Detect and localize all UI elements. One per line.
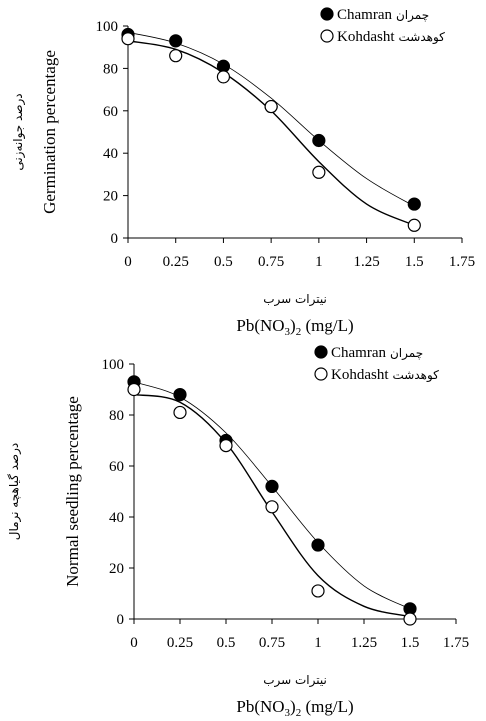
y-axis-label: Germination percentage: [40, 50, 59, 214]
x-tick-label: 0.25: [163, 254, 189, 270]
x-tick-label: 1.25: [351, 635, 377, 651]
x-axis-label-part: 2: [296, 707, 302, 719]
x-axis-label-part: ): [290, 697, 296, 716]
chart-panel-1: 0 20 40 60 80 100 0 0.25 0.5 0.75 1 1.25 1.5 1.75 نیتر…: [11, 7, 475, 338]
data-point-kohdasht: [265, 500, 279, 514]
x-axis-label: Pb(NO3)2 (mg/L): [236, 697, 353, 719]
data-point-kohdasht: [403, 612, 417, 626]
legend-label-fa-chamran: چمران: [390, 346, 423, 361]
data-point-kohdasht: [121, 32, 135, 46]
y-tick-label: 100: [96, 19, 119, 35]
y-tick-label: 0: [117, 612, 125, 628]
data-point-kohdasht: [312, 165, 326, 179]
x-axis-label-part: Pb(NO: [236, 316, 284, 335]
x-axis-label-part: 3: [285, 326, 291, 338]
y-tick-label: 40: [103, 146, 118, 162]
data-point-kohdasht: [169, 49, 183, 63]
x-tick-label: 0.75: [258, 254, 284, 270]
data-point-chamran: [312, 133, 326, 148]
x-tick-label: 1.25: [353, 254, 379, 270]
legend-marker-kohdasht: [314, 367, 328, 381]
x-axis-label: Pb(NO3)2 (mg/L): [236, 316, 353, 338]
x-tick-label: 1: [314, 635, 322, 651]
data-point-kohdasht: [264, 99, 278, 114]
y-tick-label: 60: [109, 459, 124, 475]
data-point-kohdasht: [407, 218, 421, 232]
data-point-chamran: [265, 479, 279, 493]
x-tick-label: 1.75: [449, 254, 475, 270]
data-point-chamran: [407, 197, 421, 211]
y-tick-label: 80: [109, 408, 124, 424]
legend-label-chamran: Chamran: [337, 7, 392, 23]
y-tick-label: 20: [109, 561, 124, 577]
x-tick-label: 1.5: [405, 254, 424, 270]
data-point-kohdasht: [173, 405, 187, 420]
x-axis-label-fa: نیترات سرب: [263, 292, 327, 307]
chart-panel-2: 0 20 40 60 80 100 0 0.25 0.5 0.75 1 1.25 1.5 1.75 نیتر…: [7, 345, 469, 719]
legend-label-fa-kohdasht: کوهدشت: [399, 30, 446, 45]
legend-marker-chamran: [320, 7, 334, 21]
x-tick-label: 1.75: [443, 635, 469, 651]
x-tick-label: 0.5: [214, 254, 233, 270]
x-axis-label-part: (mg/L): [301, 316, 353, 335]
y-tick-label: 100: [102, 357, 125, 373]
legend-label-chamran: Chamran: [331, 345, 386, 361]
data-point-chamran: [173, 388, 187, 402]
x-tick-label: 0: [130, 635, 138, 651]
data-point-kohdasht: [219, 439, 233, 453]
x-axis-label-part: 3: [285, 707, 291, 719]
data-point-kohdasht: [216, 70, 231, 84]
x-tick-label: 0: [124, 254, 132, 270]
data-point-kohdasht: [127, 382, 141, 397]
x-tick-label: 0.25: [167, 635, 193, 651]
legend-label-kohdasht: Kohdasht: [331, 367, 389, 383]
legend-label-fa-chamran: چمران: [396, 8, 429, 23]
y-tick-label: 80: [103, 61, 118, 77]
x-axis-label-part: 2: [296, 326, 302, 338]
fit-curve-kohdasht: [127, 40, 415, 226]
y-tick-label: 40: [109, 510, 124, 526]
y-axis-label: Normal seedling percentage: [63, 396, 82, 587]
x-axis-label-part: ): [290, 316, 296, 335]
x-axis-label-part: Pb(NO: [236, 697, 284, 716]
y-tick-label: 60: [103, 104, 118, 120]
y-axis-label-fa: درصد گیاهچه نرمال: [7, 443, 22, 541]
x-tick-label: 1: [315, 254, 323, 270]
legend-marker-kohdasht: [320, 29, 334, 43]
legend-label-fa-kohdasht: کوهدشت: [393, 368, 440, 383]
x-tick-label: 1.5: [401, 635, 420, 651]
x-axis-label-fa: نیترات سرب: [263, 673, 327, 688]
data-point-chamran: [169, 34, 183, 48]
x-axis-label-part: (mg/L): [301, 697, 353, 716]
legend-marker-chamran: [314, 345, 328, 359]
data-point-chamran: [311, 538, 325, 552]
data-point-kohdasht: [311, 584, 325, 598]
y-tick-label: 0: [111, 231, 119, 247]
y-tick-label: 20: [103, 189, 118, 205]
x-tick-label: 0.5: [217, 635, 236, 651]
y-axis-label-fa: درصد جوانه‌زنی: [11, 93, 26, 170]
legend-label-kohdasht: Kohdasht: [337, 29, 395, 45]
x-tick-label: 0.75: [259, 635, 285, 651]
